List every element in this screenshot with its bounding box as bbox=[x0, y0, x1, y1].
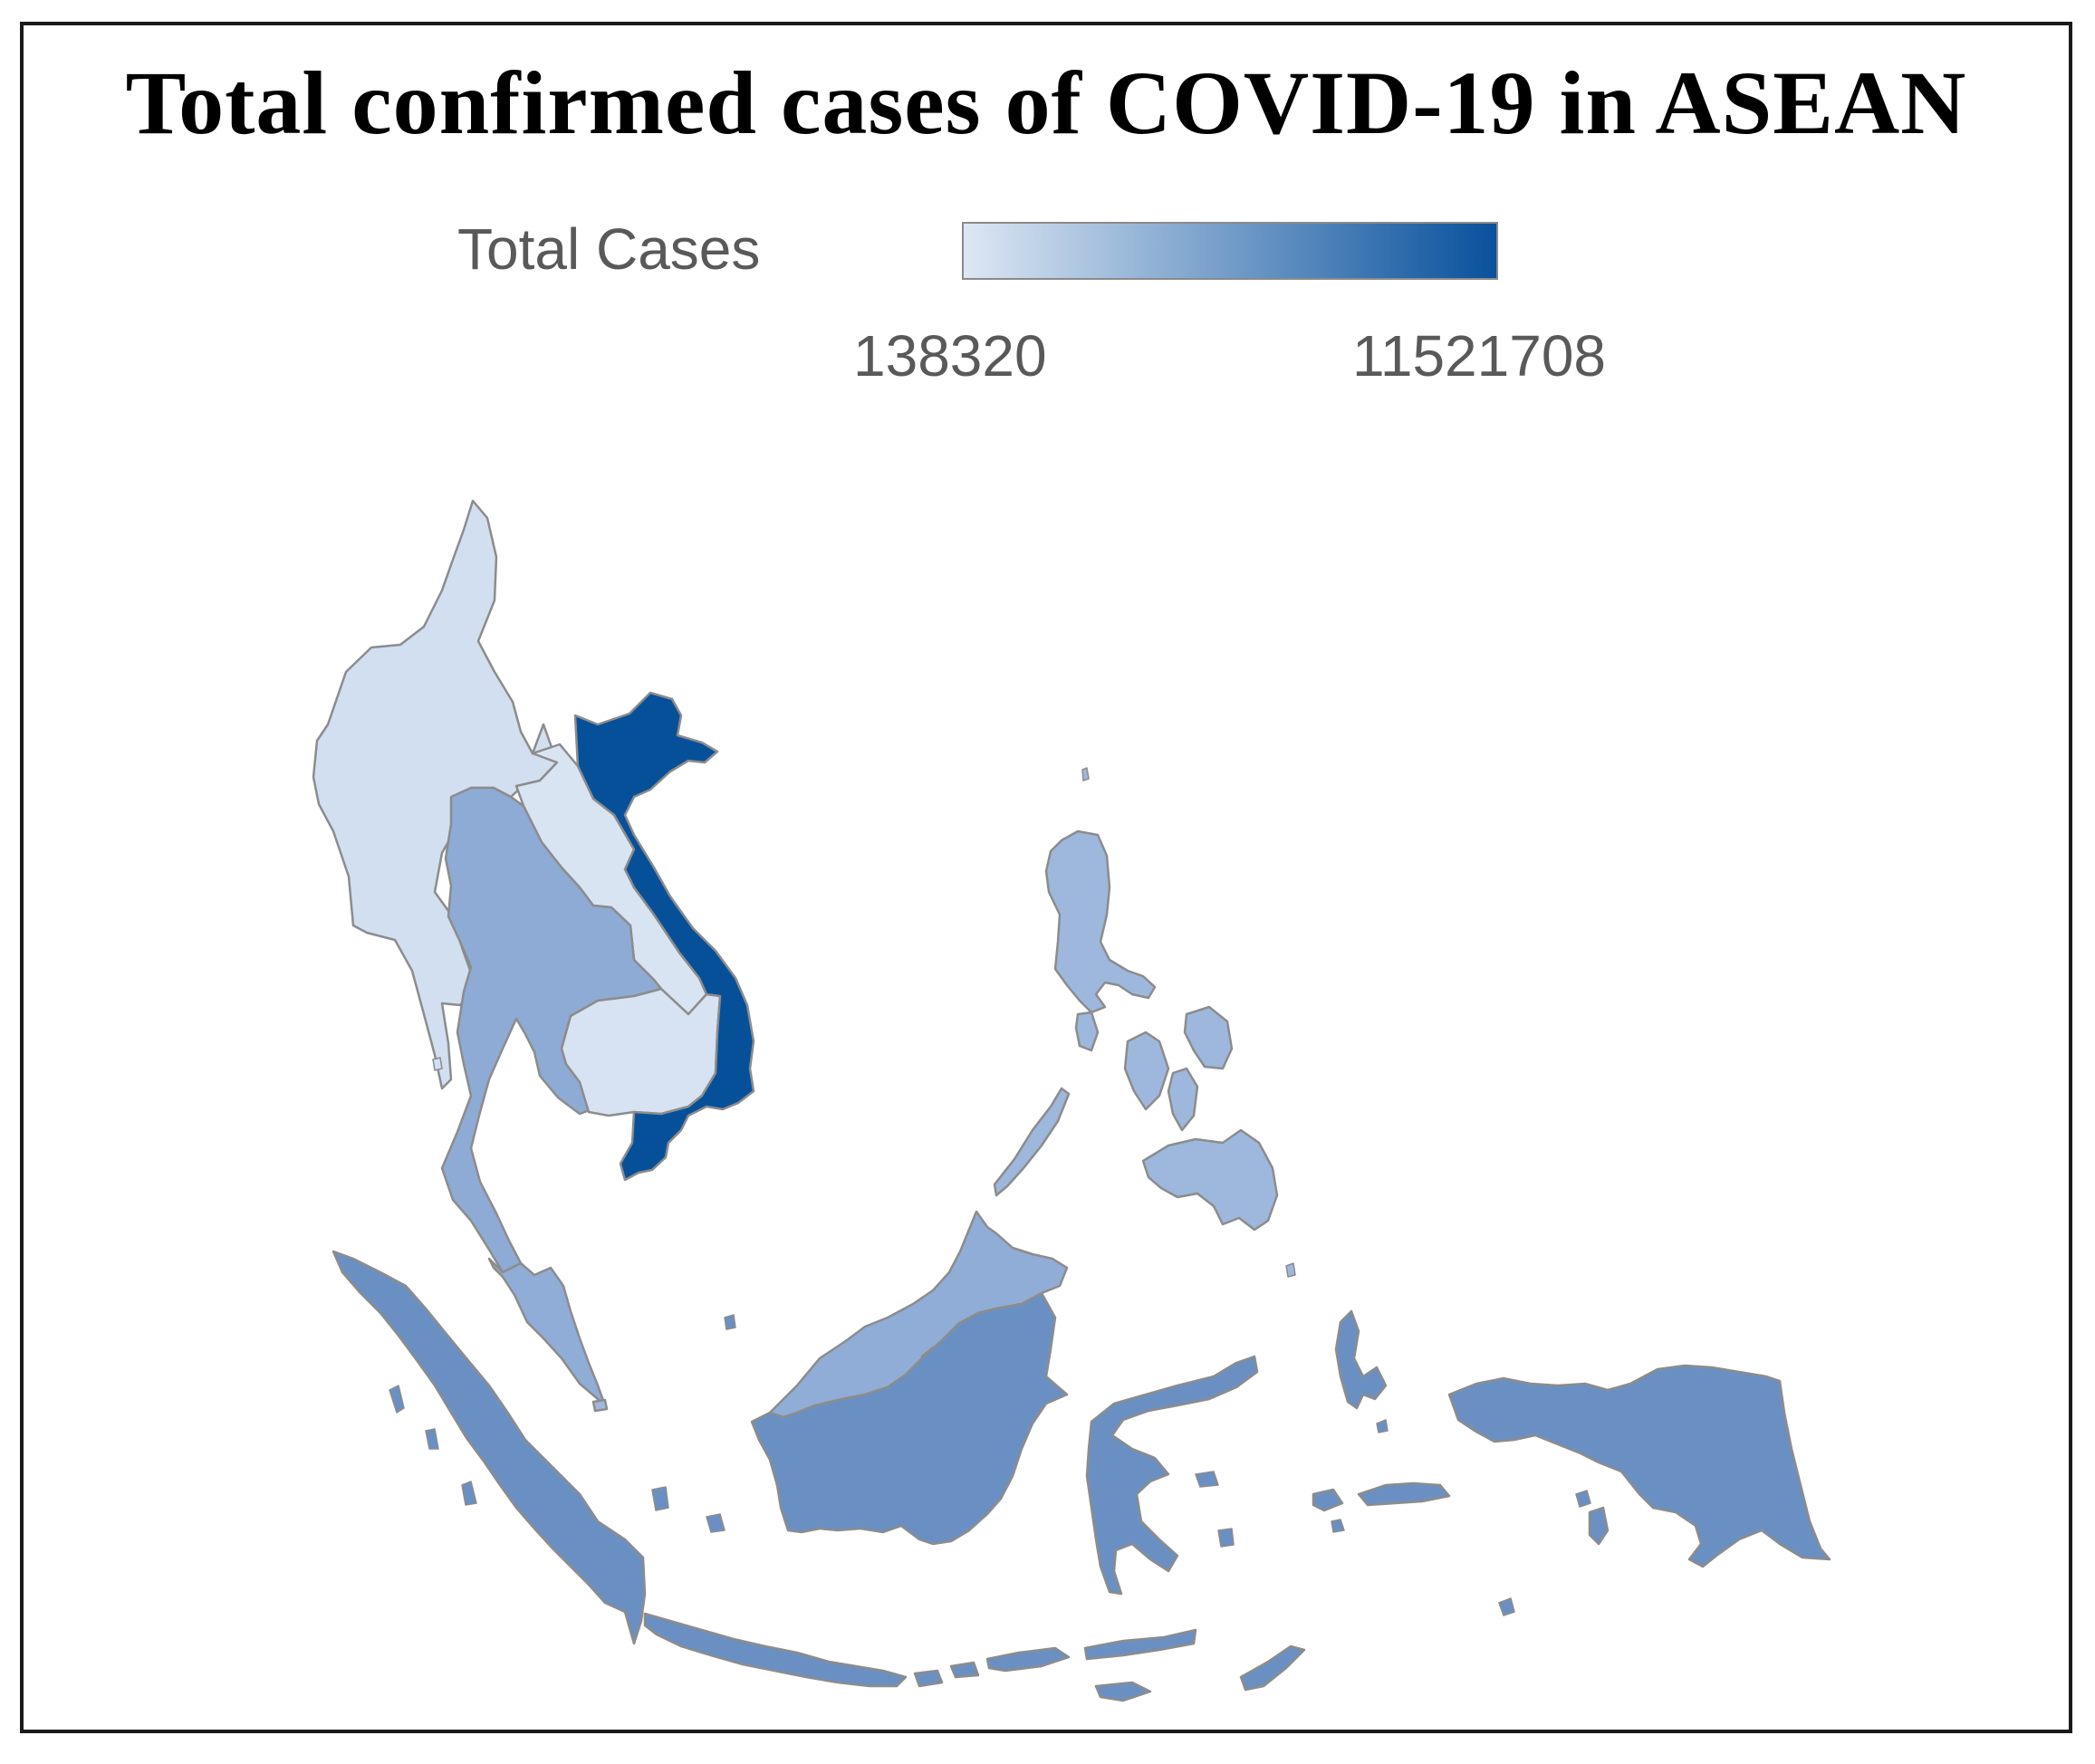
region-malaysia-peninsular bbox=[487, 1257, 607, 1407]
region-philippines-negros bbox=[1167, 1067, 1199, 1132]
region-philippines-luzon bbox=[1044, 829, 1157, 1014]
island-3 bbox=[461, 1481, 477, 1506]
island-14 bbox=[432, 1057, 443, 1071]
region-indonesia-sulawesi bbox=[1085, 1355, 1259, 1596]
island-9 bbox=[1331, 1519, 1345, 1533]
island-5 bbox=[706, 1513, 726, 1533]
region-thailand bbox=[440, 786, 663, 1274]
region-singapore bbox=[591, 1398, 609, 1413]
region-indonesia-kalimantan bbox=[750, 1291, 1069, 1546]
chart-title: Total confirmed cases of COVID-19 in ASE… bbox=[125, 53, 1967, 153]
region-indonesia-sumba bbox=[1094, 1681, 1152, 1702]
region-indonesia-papua bbox=[1447, 1364, 1831, 1568]
region-indonesia-java bbox=[643, 1612, 908, 1688]
region-philippines-mindoro bbox=[1074, 1011, 1100, 1052]
island-6 bbox=[724, 1314, 736, 1330]
island-13 bbox=[1081, 767, 1090, 781]
region-indonesia-halmahera bbox=[1334, 1309, 1388, 1410]
region-philippines-palawan bbox=[993, 1087, 1071, 1197]
region-philippines-mindanao bbox=[1141, 1128, 1279, 1232]
island-11 bbox=[1575, 1490, 1591, 1508]
island-10 bbox=[1498, 1597, 1515, 1616]
region-indonesia-sumatra bbox=[332, 1250, 647, 1645]
region-vietnam bbox=[573, 691, 755, 1182]
legend-max-value: 11521708 bbox=[1352, 323, 1606, 388]
region-indonesia-buru bbox=[1312, 1488, 1344, 1512]
region-cambodia bbox=[560, 987, 722, 1117]
region-philippines-samar bbox=[1183, 1005, 1234, 1070]
region-indonesia-flores bbox=[1083, 1628, 1197, 1661]
region-indonesia-sumbawa bbox=[985, 1646, 1071, 1673]
legend-label: Total Cases bbox=[457, 216, 761, 282]
region-myanmar bbox=[312, 499, 559, 1090]
island-15 bbox=[1376, 1419, 1389, 1433]
legend-color-scale bbox=[962, 222, 1498, 280]
legend-min-value: 138320 bbox=[853, 323, 1047, 388]
island-7 bbox=[1195, 1471, 1219, 1488]
island-4 bbox=[651, 1486, 669, 1511]
region-philippines-visayas bbox=[1123, 1031, 1170, 1111]
region-indonesia-timor bbox=[1239, 1644, 1306, 1692]
region-indonesia-seram bbox=[1357, 1481, 1451, 1507]
island-8 bbox=[1217, 1528, 1235, 1548]
island-1 bbox=[389, 1385, 405, 1414]
region-indonesia-lombok bbox=[949, 1661, 980, 1679]
island-12 bbox=[1285, 1262, 1296, 1278]
region-indonesia-aru bbox=[1588, 1506, 1610, 1546]
island-2 bbox=[425, 1428, 439, 1450]
region-indonesia-bali bbox=[913, 1669, 944, 1688]
